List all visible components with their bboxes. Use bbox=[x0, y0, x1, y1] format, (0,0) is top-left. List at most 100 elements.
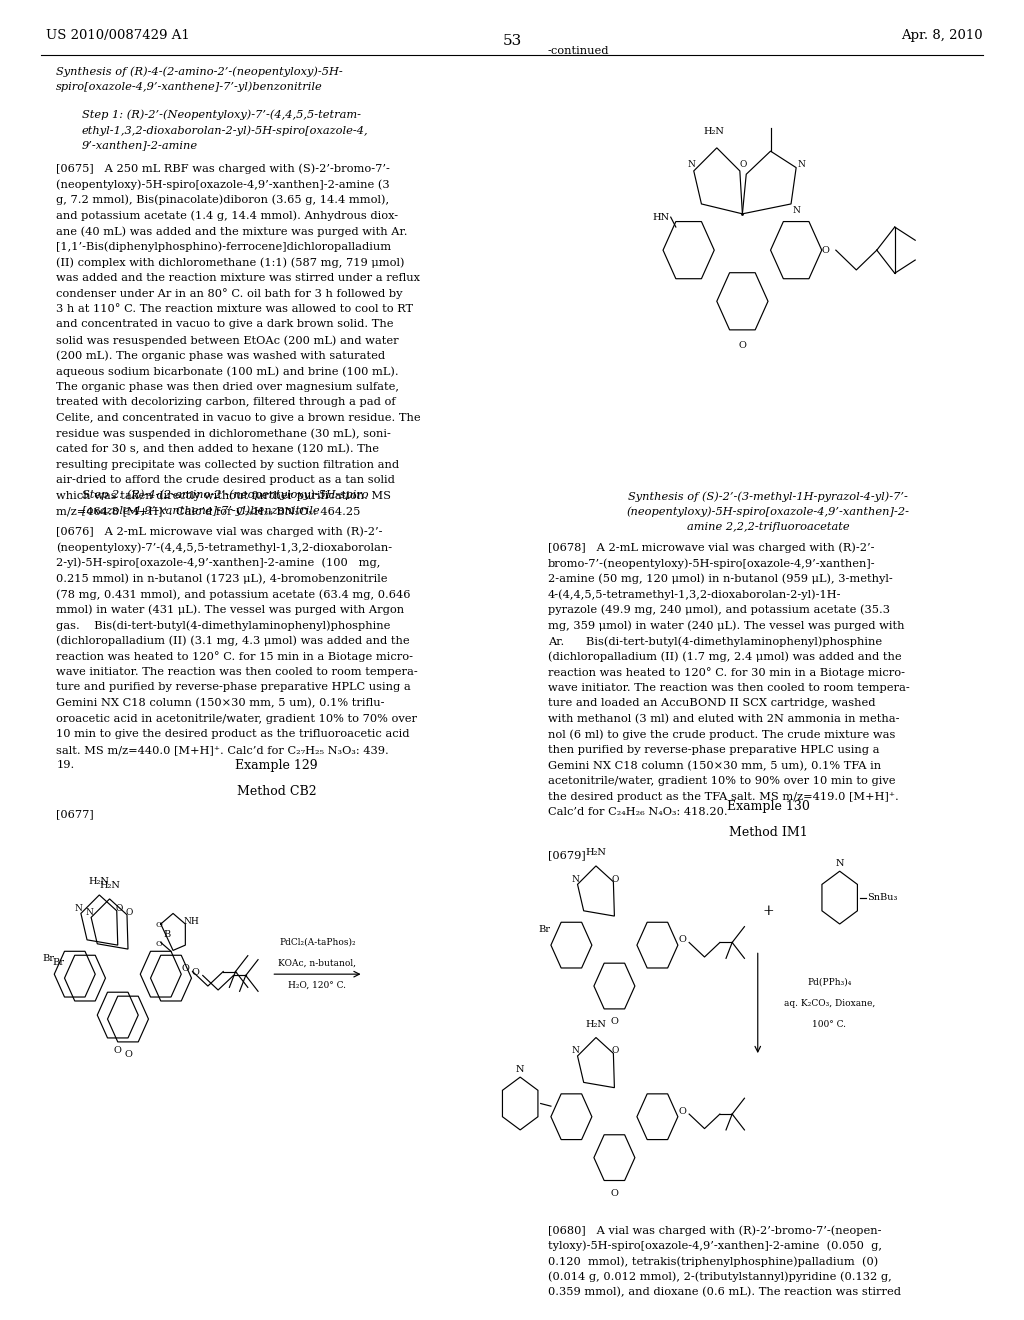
Text: [0677]: [0677] bbox=[56, 809, 94, 820]
Text: Example 130: Example 130 bbox=[727, 800, 809, 813]
Text: amine 2,2,2-trifluoroacetate: amine 2,2,2-trifluoroacetate bbox=[687, 523, 849, 532]
Text: 9’-xanthen]-2-amine: 9’-xanthen]-2-amine bbox=[82, 141, 198, 150]
Text: O: O bbox=[191, 969, 200, 977]
Text: N: N bbox=[836, 859, 844, 867]
Text: O: O bbox=[738, 342, 746, 350]
Text: 53: 53 bbox=[503, 34, 521, 49]
Text: O: O bbox=[156, 940, 162, 948]
Text: (dichloropalladium (II) (1.7 mg, 2.4 μmol) was added and the: (dichloropalladium (II) (1.7 mg, 2.4 μmo… bbox=[548, 652, 901, 663]
Text: 2-amine (50 mg, 120 μmol) in n-butanol (959 μL), 3-methyl-: 2-amine (50 mg, 120 μmol) in n-butanol (… bbox=[548, 574, 893, 585]
Text: aq. K₂CO₃, Dioxane,: aq. K₂CO₃, Dioxane, bbox=[783, 999, 876, 1007]
Text: acetonitrile/water, gradient 10% to 90% over 10 min to give: acetonitrile/water, gradient 10% to 90% … bbox=[548, 776, 895, 787]
Text: the desired product as the TFA salt. MS m/z=419.0 [M+H]⁺.: the desired product as the TFA salt. MS … bbox=[548, 792, 899, 801]
Text: O: O bbox=[114, 1047, 122, 1055]
Text: and potassium acetate (1.4 g, 14.4 mmol). Anhydrous diox-: and potassium acetate (1.4 g, 14.4 mmol)… bbox=[56, 210, 398, 220]
Text: wave initiator. The reaction was then cooled to room tempera-: wave initiator. The reaction was then co… bbox=[548, 682, 909, 693]
Text: US 2010/0087429 A1: US 2010/0087429 A1 bbox=[46, 29, 189, 42]
Text: Br: Br bbox=[539, 925, 551, 933]
Text: (200 mL). The organic phase was washed with saturated: (200 mL). The organic phase was washed w… bbox=[56, 351, 385, 362]
Text: O: O bbox=[115, 904, 123, 912]
Text: N: N bbox=[75, 904, 83, 912]
Text: Br: Br bbox=[52, 958, 65, 966]
Text: ethyl-1,3,2-dioxaborolan-2-yl)-5H-spiro[oxazole-4,: ethyl-1,3,2-dioxaborolan-2-yl)-5H-spiro[… bbox=[82, 125, 369, 136]
Text: N: N bbox=[793, 206, 800, 215]
Text: spiro[oxazole-4,9’-xanthene]-7’-yl)benzonitrile: spiro[oxazole-4,9’-xanthene]-7’-yl)benzo… bbox=[56, 82, 323, 92]
Text: SnBu₃: SnBu₃ bbox=[867, 894, 898, 902]
Text: O: O bbox=[156, 921, 162, 929]
Text: m/z=464.8 [M+H]⁺. Calc’d for C₂₆H₃₃ BN₂O₅: 464.25: m/z=464.8 [M+H]⁺. Calc’d for C₂₆H₃₃ BN₂O… bbox=[56, 507, 360, 516]
Text: wave initiator. The reaction was then cooled to room tempera-: wave initiator. The reaction was then co… bbox=[56, 667, 418, 677]
Text: N: N bbox=[516, 1065, 524, 1073]
Text: N: N bbox=[571, 1047, 580, 1055]
Text: condenser under Ar in an 80° C. oil bath for 3 h followed by: condenser under Ar in an 80° C. oil bath… bbox=[56, 288, 402, 300]
Text: 100° C.: 100° C. bbox=[812, 1020, 847, 1028]
Text: was added and the reaction mixture was stirred under a reflux: was added and the reaction mixture was s… bbox=[56, 273, 420, 282]
Text: pyrazole (49.9 mg, 240 μmol), and potassium acetate (35.3: pyrazole (49.9 mg, 240 μmol), and potass… bbox=[548, 605, 890, 615]
Text: O: O bbox=[611, 875, 620, 883]
Text: Example 129: Example 129 bbox=[236, 759, 317, 772]
Text: [0675]   A 250 mL RBF was charged with (S)-2’-bromo-7’-: [0675] A 250 mL RBF was charged with (S)… bbox=[56, 164, 390, 174]
Text: 0.120  mmol), tetrakis(triphenylphosphine)palladium  (0): 0.120 mmol), tetrakis(triphenylphosphine… bbox=[548, 1257, 879, 1267]
Text: O: O bbox=[124, 1051, 132, 1059]
Text: -continued: -continued bbox=[548, 46, 609, 57]
Text: g, 7.2 mmol), Bis(pinacolate)diboron (3.65 g, 14.4 mmol),: g, 7.2 mmol), Bis(pinacolate)diboron (3.… bbox=[56, 195, 389, 206]
Text: NH: NH bbox=[183, 917, 200, 925]
Text: ane (40 mL) was added and the mixture was purged with Ar.: ane (40 mL) was added and the mixture wa… bbox=[56, 226, 408, 236]
Text: [0680]   A vial was charged with (R)-2’-bromo-7’-(neopen-: [0680] A vial was charged with (R)-2’-br… bbox=[548, 1225, 882, 1236]
Text: Gemini NX C18 column (150×30 mm, 5 um), 0.1% TFA in: Gemini NX C18 column (150×30 mm, 5 um), … bbox=[548, 760, 881, 771]
Text: Synthesis of (R)-4-(2-amino-2’-(neopentyloxy)-5H-: Synthesis of (R)-4-(2-amino-2’-(neopenty… bbox=[56, 66, 343, 77]
Text: aqueous sodium bicarbonate (100 mL) and brine (100 mL).: aqueous sodium bicarbonate (100 mL) and … bbox=[56, 366, 399, 376]
Text: H₂N: H₂N bbox=[703, 127, 725, 136]
Text: solid was resuspended between EtOAc (200 mL) and water: solid was resuspended between EtOAc (200… bbox=[56, 335, 399, 346]
Text: Synthesis of (S)-2’-(3-methyl-1H-pyrazol-4-yl)-7’-: Synthesis of (S)-2’-(3-methyl-1H-pyrazol… bbox=[628, 491, 908, 502]
Text: O: O bbox=[610, 1189, 618, 1197]
Text: N: N bbox=[85, 908, 93, 916]
Text: and concentrated in vacuo to give a dark brown solid. The: and concentrated in vacuo to give a dark… bbox=[56, 319, 394, 330]
Text: Gemini NX C18 column (150×30 mm, 5 um), 0.1% triflu-: Gemini NX C18 column (150×30 mm, 5 um), … bbox=[56, 698, 385, 709]
Text: with methanol (3 ml) and eluted with 2N ammonia in metha-: with methanol (3 ml) and eluted with 2N … bbox=[548, 714, 899, 725]
Text: [1,1’-Bis(diphenylphosphino)-ferrocene]dichloropalladium: [1,1’-Bis(diphenylphosphino)-ferrocene]d… bbox=[56, 242, 391, 252]
Text: B: B bbox=[163, 931, 171, 939]
Text: PdCl₂(A-taPhos)₂: PdCl₂(A-taPhos)₂ bbox=[280, 939, 355, 946]
Text: (II) complex with dichloromethane (1:1) (587 mg, 719 μmol): (II) complex with dichloromethane (1:1) … bbox=[56, 257, 404, 268]
Text: (dichloropalladium (II) (3.1 mg, 4.3 μmol) was added and the: (dichloropalladium (II) (3.1 mg, 4.3 μmo… bbox=[56, 636, 410, 647]
Text: Celite, and concentrated in vacuo to give a brown residue. The: Celite, and concentrated in vacuo to giv… bbox=[56, 413, 421, 422]
Text: [0678]   A 2-mL microwave vial was charged with (R)-2’-: [0678] A 2-mL microwave vial was charged… bbox=[548, 543, 874, 553]
Text: H₂O, 120° C.: H₂O, 120° C. bbox=[289, 981, 346, 989]
Text: O: O bbox=[610, 1018, 618, 1026]
Text: mmol) in water (431 μL). The vessel was purged with Argon: mmol) in water (431 μL). The vessel was … bbox=[56, 605, 404, 615]
Text: The organic phase was then dried over magnesium sulfate,: The organic phase was then dried over ma… bbox=[56, 381, 399, 392]
Text: (0.014 g, 0.012 mmol), 2-(tributylstannyl)pyridine (0.132 g,: (0.014 g, 0.012 mmol), 2-(tributylstanny… bbox=[548, 1271, 892, 1282]
Text: [oxazole-4,9’-xanthene]-7’-yl)benzonitrile: [oxazole-4,9’-xanthene]-7’-yl)benzonitri… bbox=[82, 506, 319, 516]
Text: O: O bbox=[678, 1107, 686, 1115]
Text: then purified by reverse-phase preparative HPLC using a: then purified by reverse-phase preparati… bbox=[548, 744, 880, 755]
Text: N: N bbox=[798, 160, 805, 169]
Text: [0679]: [0679] bbox=[548, 850, 586, 861]
Text: reaction was heated to 120° C. for 30 min in a Biotage micro-: reaction was heated to 120° C. for 30 mi… bbox=[548, 667, 905, 678]
Text: [0676]   A 2-mL microwave vial was charged with (R)-2’-: [0676] A 2-mL microwave vial was charged… bbox=[56, 527, 383, 537]
Text: treated with decolorizing carbon, filtered through a pad of: treated with decolorizing carbon, filter… bbox=[56, 397, 396, 408]
Text: 0.215 mmol) in n-butanol (1723 μL), 4-bromobenzonitrile: 0.215 mmol) in n-butanol (1723 μL), 4-br… bbox=[56, 573, 388, 583]
Text: 2-yl)-5H-spiro[oxazole-4,9’-xanthen]-2-amine  (100   mg,: 2-yl)-5H-spiro[oxazole-4,9’-xanthen]-2-a… bbox=[56, 558, 381, 569]
Text: 4-(4,4,5,5-tetramethyl-1,3,2-dioxaborolan-2-yl)-1H-: 4-(4,4,5,5-tetramethyl-1,3,2-dioxaborola… bbox=[548, 589, 842, 599]
Text: Step 2: (R)-4-(2-amino-2’-(neopentyloxy)-5H-spiro: Step 2: (R)-4-(2-amino-2’-(neopentyloxy)… bbox=[82, 490, 369, 500]
Text: KOAc, n-butanol,: KOAc, n-butanol, bbox=[279, 960, 356, 968]
Text: O: O bbox=[821, 246, 829, 255]
Text: 0.359 mmol), and dioxane (0.6 mL). The reaction was stirred: 0.359 mmol), and dioxane (0.6 mL). The r… bbox=[548, 1287, 901, 1298]
Text: resulting precipitate was collected by suction filtration and: resulting precipitate was collected by s… bbox=[56, 459, 399, 470]
Text: (neopentyloxy)-7’-(4,4,5,5-tetramethyl-1,3,2-dioxaborolan-: (neopentyloxy)-7’-(4,4,5,5-tetramethyl-1… bbox=[56, 543, 392, 553]
Text: O: O bbox=[740, 160, 748, 169]
Text: (neopentyloxy)-5H-spiro[oxazole-4,9’-xanthen]-2-: (neopentyloxy)-5H-spiro[oxazole-4,9’-xan… bbox=[627, 507, 909, 517]
Text: O: O bbox=[125, 908, 133, 916]
Text: Ar.      Bis(di-tert-butyl(4-dimethylaminophenyl)phosphine: Ar. Bis(di-tert-butyl(4-dimethylaminophe… bbox=[548, 636, 882, 647]
Text: Method IM1: Method IM1 bbox=[729, 826, 807, 840]
Text: 3 h at 110° C. The reaction mixture was allowed to cool to RT: 3 h at 110° C. The reaction mixture was … bbox=[56, 304, 414, 314]
Text: HN: HN bbox=[652, 213, 669, 222]
Text: Calc’d for C₂₄H₂₆ N₄O₃: 418.20.: Calc’d for C₂₄H₂₆ N₄O₃: 418.20. bbox=[548, 808, 727, 817]
Text: cated for 30 s, and then added to hexane (120 mL). The: cated for 30 s, and then added to hexane… bbox=[56, 444, 379, 454]
Text: bromo-7’-(neopentyloxy)-5H-spiro[oxazole-4,9’-xanthen]-: bromo-7’-(neopentyloxy)-5H-spiro[oxazole… bbox=[548, 558, 876, 569]
Text: Br: Br bbox=[42, 954, 54, 962]
Text: H₂N: H₂N bbox=[586, 849, 606, 857]
Text: N: N bbox=[687, 160, 695, 169]
Text: ture and purified by reverse-phase preparative HPLC using a: ture and purified by reverse-phase prepa… bbox=[56, 682, 411, 693]
